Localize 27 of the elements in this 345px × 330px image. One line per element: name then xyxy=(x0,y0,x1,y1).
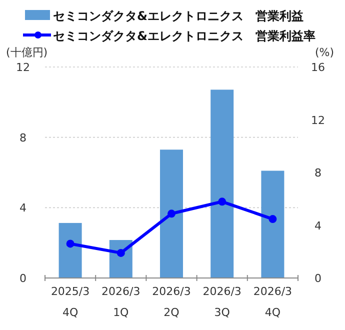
bar xyxy=(261,170,284,278)
y-tick-label: 0 xyxy=(20,272,26,285)
x-tick-label: 2026/3 4Q xyxy=(253,285,292,319)
y-axis-title: (十億円) xyxy=(6,46,48,59)
y2-axis-title: (%) xyxy=(314,46,334,59)
y-tick-label: 8 xyxy=(20,131,26,144)
bar xyxy=(160,150,183,278)
y-tick-label: 12 xyxy=(16,61,30,74)
point xyxy=(66,240,74,248)
y2-tick-label: 0 xyxy=(314,272,322,285)
y-tick-label: 4 xyxy=(20,202,26,215)
legend-label: セミコンダクタ&エレクトロニクス 営業利益率 xyxy=(53,29,316,43)
legend-label: セミコンダクタ&エレクトロニクス 営業利益 xyxy=(53,9,304,23)
x-tick-label: 2025/3 4Q xyxy=(50,285,90,319)
point xyxy=(268,215,277,224)
point xyxy=(218,198,226,206)
bar xyxy=(58,222,82,278)
y2-tick-label: 4 xyxy=(314,219,322,232)
y2-tick-label: 16 xyxy=(311,61,325,74)
point xyxy=(116,248,125,257)
x-tick-label: 2026/3 3Q xyxy=(202,285,242,319)
point xyxy=(168,210,176,218)
bar xyxy=(210,90,234,278)
y2-tick-label: 8 xyxy=(314,166,322,180)
x-tick-label: 2026/3 1Q xyxy=(102,285,140,319)
y2-tick-label: 12 xyxy=(311,114,325,127)
x-tick-label: 2026/3 2Q xyxy=(152,285,191,319)
